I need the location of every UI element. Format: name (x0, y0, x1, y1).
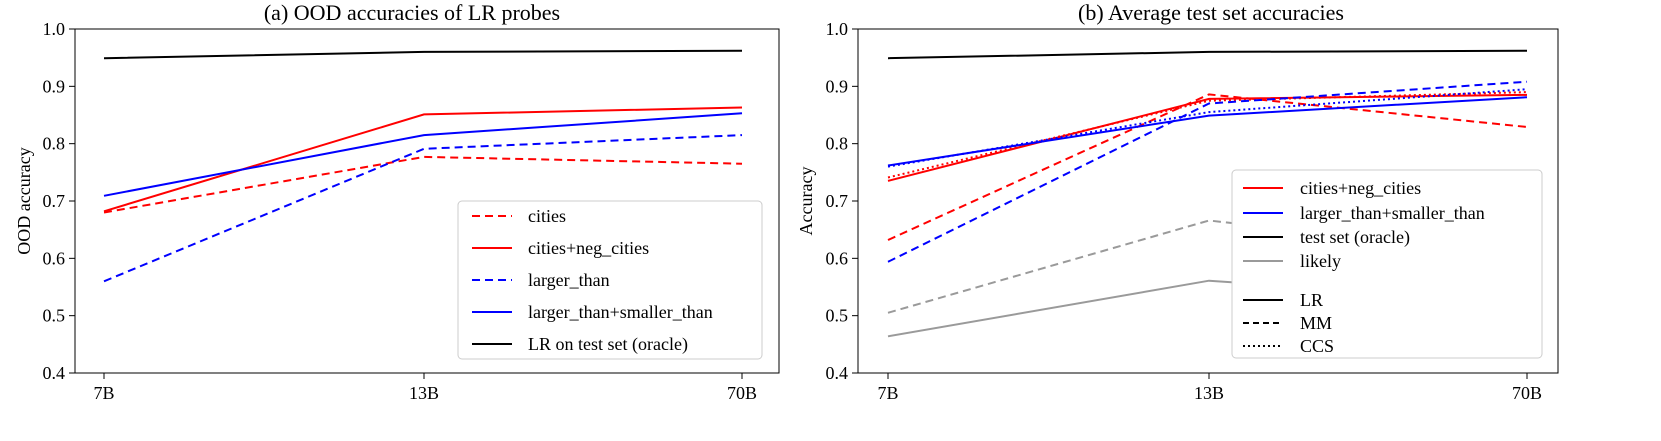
chart-panel-a: (a) OOD accuracies of LR probes OOD accu… (14, 0, 780, 403)
plot-frame (74, 28, 780, 374)
legend-label-likely: likely (1300, 251, 1341, 271)
legend-box (457, 200, 763, 360)
legend-label-oracle: test set (oracle) (1300, 227, 1410, 248)
y-tick-label: 0.4 (826, 363, 849, 383)
legend-label-mm: MM (1300, 313, 1332, 333)
x-tick-label: 70B (727, 383, 757, 403)
legend-label-larger-smaller: larger_than+smaller_than (1300, 203, 1485, 223)
legend: cities+neg_cities larger_than+smaller_th… (1231, 169, 1543, 359)
x-tick-label: 7B (93, 383, 114, 403)
series-line-larger-than-smaller-than (103, 112, 743, 197)
series-line-cities-neg-cities-mm (887, 93, 1528, 241)
series-line-cities (103, 155, 743, 214)
series-line-larger-than-smaller-than-mm (887, 80, 1528, 263)
x-tick-label: 13B (409, 383, 439, 403)
y-tick-label: 1.0 (43, 19, 66, 39)
x-tick-label: 7B (877, 383, 898, 403)
y-tick-label: 0.9 (826, 76, 849, 96)
legend-label-larger-smaller: larger_than+smaller_than (528, 302, 713, 322)
y-tick-label: 0.4 (43, 363, 66, 383)
chart-title: (b) Average test set accuracies (1078, 0, 1344, 25)
y-tick-label: 0.8 (43, 134, 66, 154)
series-line-larger-than-smaller-than-lr (887, 96, 1528, 167)
y-axis-label: Accuracy (796, 167, 816, 236)
y-tick-label: 0.8 (826, 134, 849, 154)
chart-title: (a) OOD accuracies of LR probes (264, 0, 560, 25)
legend-label-lr: LR (1300, 290, 1323, 310)
y-tick-label: 0.5 (43, 306, 66, 326)
y-tick-label: 0.7 (826, 191, 849, 211)
y-tick-label: 0.5 (826, 306, 849, 326)
series-line-lr-on-test-set-oracle (103, 49, 743, 60)
series-line-cities-neg-cities-lr (887, 93, 1528, 182)
legend-label-cities-neg-cities: cities+neg_cities (528, 238, 649, 258)
legend-label-oracle: LR on test set (oracle) (528, 334, 688, 355)
legend-label-larger-than: larger_than (528, 270, 610, 290)
legend-label-cities-neg-cities: cities+neg_cities (1300, 178, 1421, 198)
plot-frame (857, 28, 1559, 374)
x-tick-label: 13B (1194, 383, 1224, 403)
series-line-larger-than-smaller-than-ccs (887, 88, 1528, 168)
y-tick-label: 0.6 (826, 248, 849, 268)
legend: cities cities+neg_cities larger_than lar… (457, 200, 763, 360)
legend-label-cities: cities (528, 206, 566, 226)
chart-panel-b: (b) Average test set accuracies Accuracy… (796, 0, 1559, 403)
y-tick-label: 0.6 (43, 248, 66, 268)
legend-box (1231, 169, 1543, 359)
y-tick-label: 0.9 (43, 76, 66, 96)
series-line-cities-neg-cities (103, 106, 743, 213)
y-axis-label: OOD accuracy (14, 147, 34, 254)
y-tick-label: 1.0 (826, 19, 849, 39)
series-line-cities-neg-cities-ccs (887, 91, 1528, 179)
x-tick-label: 70B (1512, 383, 1542, 403)
legend-label-ccs: CCS (1300, 336, 1334, 356)
series-line-test-set-oracle (887, 49, 1528, 60)
y-tick-label: 0.7 (43, 191, 66, 211)
